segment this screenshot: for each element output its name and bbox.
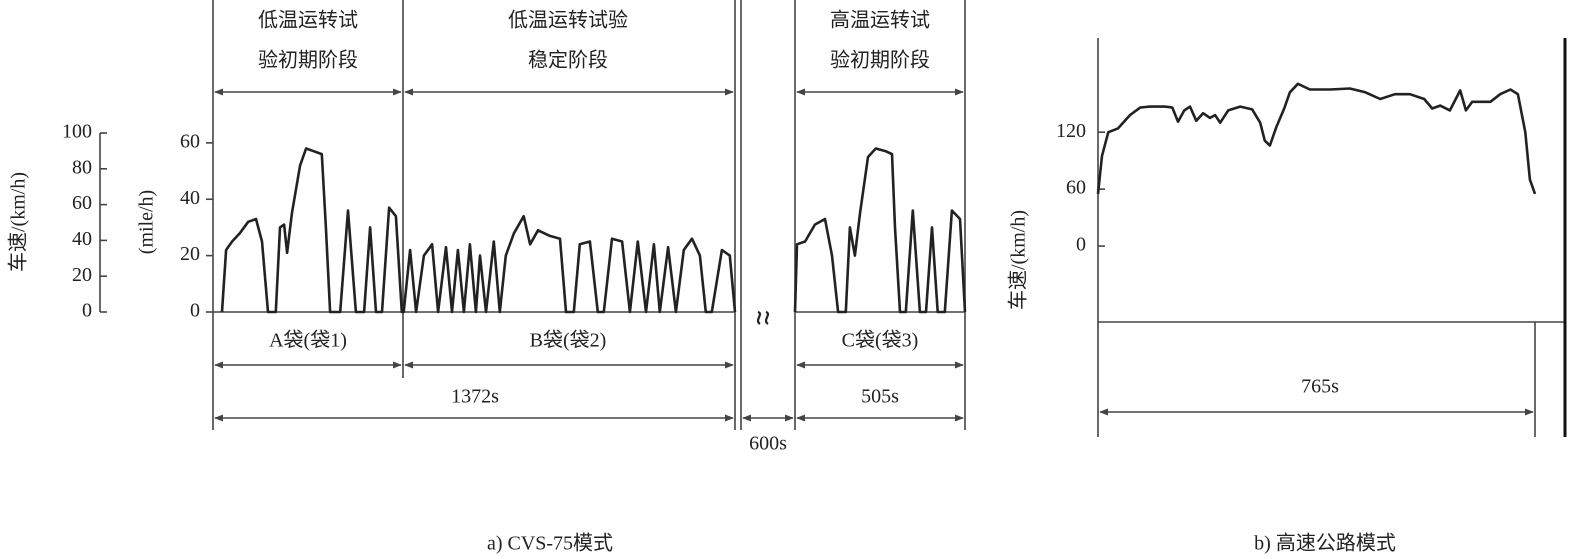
- speed-line: [1096, 82, 1537, 195]
- phase-label: 低温运转试: [258, 9, 358, 32]
- y-tick-label: 60: [72, 192, 92, 214]
- y2-tick-label: 40: [180, 187, 200, 209]
- y-tick-label: 0: [82, 300, 92, 322]
- y-tick-label: 0: [1076, 234, 1086, 256]
- caption: b) 高速公路模式: [1254, 532, 1396, 555]
- frame-a: [99, 0, 966, 430]
- phase-label: 低温运转试验: [508, 9, 628, 32]
- phase-label: 验初期阶段: [258, 49, 358, 72]
- bag-label: A袋(袋1): [269, 329, 347, 352]
- y-tick-label: 100: [62, 121, 92, 143]
- y-axis-label: 车速/(km/h): [7, 172, 30, 272]
- phase-label: 高温运转试: [830, 9, 930, 32]
- y2-tick-label: 60: [180, 130, 200, 152]
- bag-label: C袋(袋3): [842, 329, 919, 352]
- y-tick-label: 120: [1056, 120, 1086, 142]
- phase-label: 验初期阶段: [830, 49, 930, 72]
- y-tick-label: 20: [72, 264, 92, 286]
- bag-label: B袋(袋2): [530, 329, 607, 352]
- frame-b: [1097, 38, 1567, 437]
- duration-label: 765s: [1301, 376, 1339, 398]
- y2-tick-label: 0: [190, 300, 200, 322]
- y-axis-label: 车速/(km/h): [1007, 210, 1030, 310]
- duration-label: 600s: [749, 433, 787, 455]
- y-tick-label: 60: [1066, 177, 1086, 199]
- y-tick-label: 40: [72, 228, 92, 250]
- y2-tick-label: 20: [180, 243, 200, 265]
- y2-axis-label: (mile/h): [136, 190, 158, 254]
- caption: a) CVS-75模式: [487, 532, 613, 555]
- speed-line: [220, 147, 967, 314]
- y-tick-label: 80: [72, 156, 92, 178]
- phase-label: 稳定阶段: [528, 49, 608, 72]
- duration-label: 1372s: [451, 386, 499, 408]
- duration-label: 505s: [861, 386, 899, 408]
